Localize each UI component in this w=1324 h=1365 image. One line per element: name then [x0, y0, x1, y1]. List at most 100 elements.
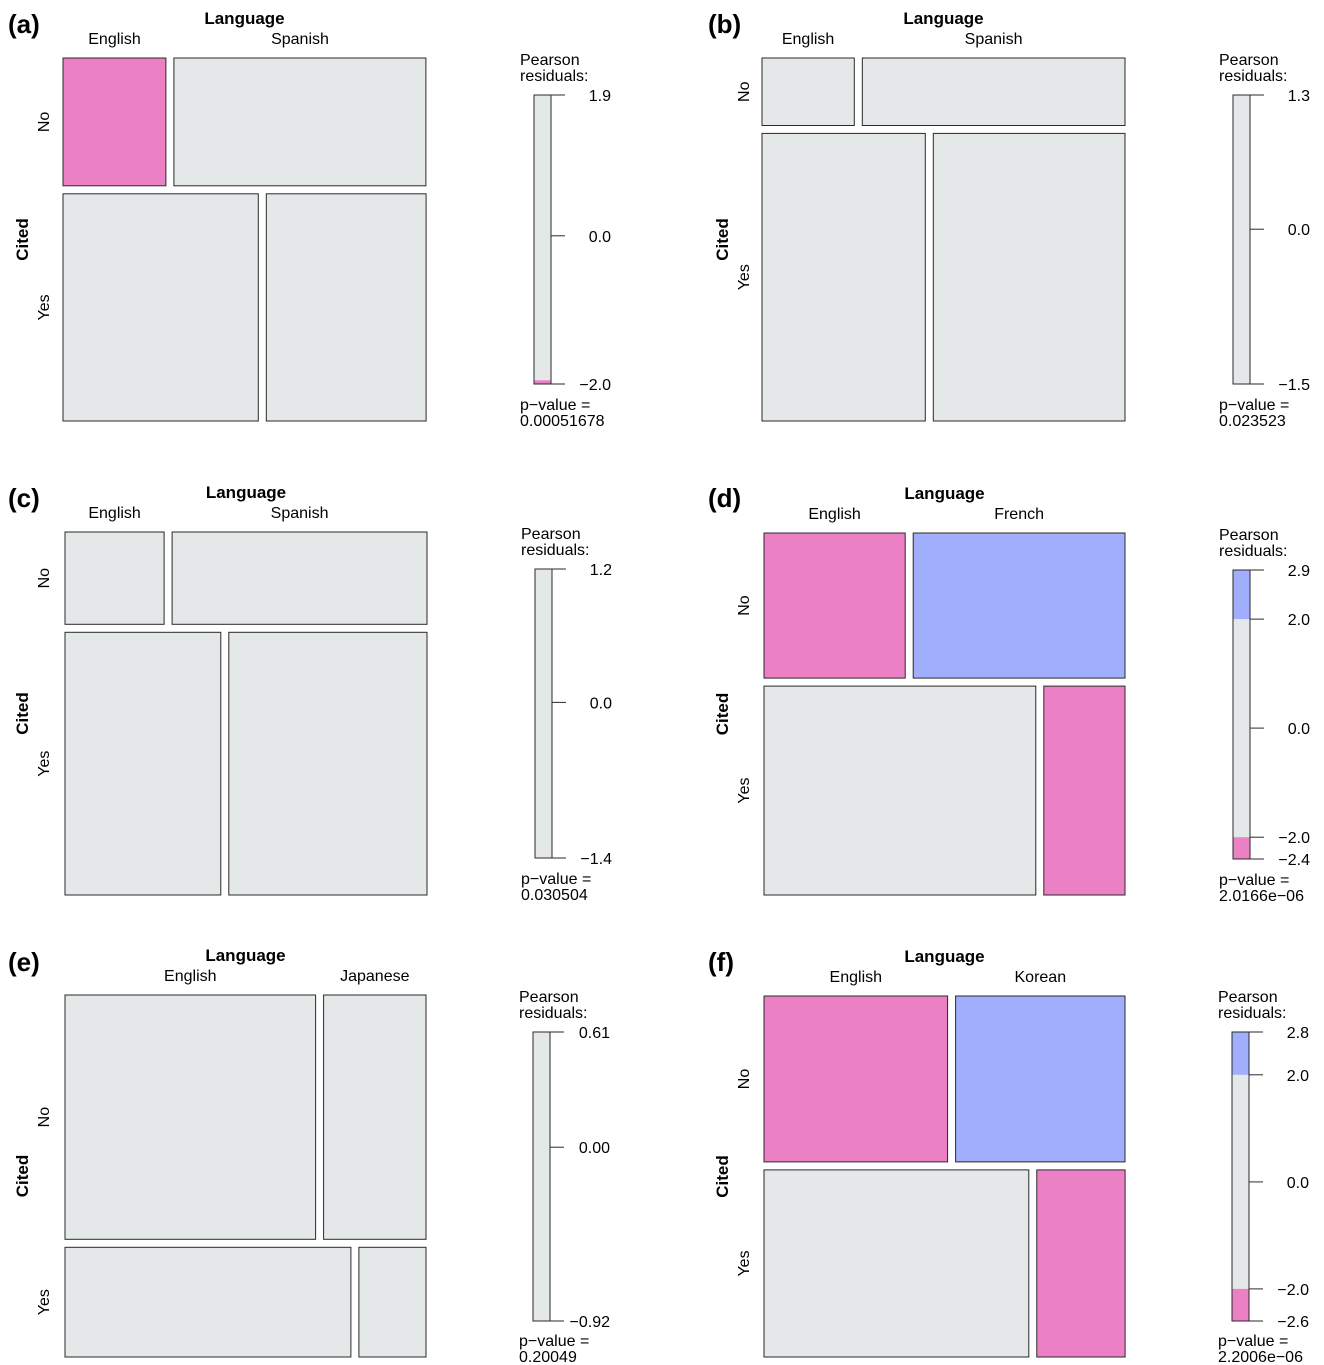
p-value-label: p−value =: [521, 871, 591, 888]
row-level-label: No: [736, 1069, 753, 1090]
x-axis-title: Language: [206, 483, 286, 502]
mosaic-tile: [171, 531, 428, 625]
legend-title: Pearson: [1219, 527, 1279, 544]
y-axis-title: Cited: [713, 693, 732, 736]
column-level-label: English: [164, 968, 216, 985]
mosaic-tile: [64, 994, 317, 1240]
column-level-label: English: [808, 506, 860, 523]
column-level-label: English: [88, 31, 140, 48]
mosaic-tile: [62, 57, 167, 187]
legend-title: residuals:: [519, 1005, 587, 1022]
column-level-label: Korean: [1015, 969, 1067, 986]
legend-title: residuals:: [521, 542, 589, 559]
mosaic-tile: [1043, 685, 1126, 896]
p-value-label: p−value =: [519, 1333, 589, 1350]
legend-tick-label: −2.0: [1278, 830, 1310, 847]
column-level-label: French: [994, 506, 1044, 523]
legend-title: Pearson: [1219, 52, 1279, 69]
p-value-label: p−value =: [520, 397, 590, 414]
y-axis-title: Cited: [713, 1155, 732, 1198]
panel-label: (c): [8, 483, 40, 513]
panel-label: (e): [8, 947, 40, 977]
legend-band: [1233, 570, 1250, 620]
mosaic-tile: [761, 57, 855, 126]
mosaic-tile: [763, 685, 1037, 896]
legend-tick-label: 0.0: [1288, 222, 1310, 239]
legend-title: Pearson: [1218, 989, 1278, 1006]
y-axis-title: Cited: [13, 692, 32, 735]
legend-tick-label: 1.2: [590, 562, 612, 579]
legend-bar: [1232, 1032, 1249, 1321]
legend-title: Pearson: [521, 526, 581, 543]
legend-bar: [1233, 95, 1250, 384]
column-level-label: Spanish: [271, 31, 329, 48]
legend-bar: [534, 95, 551, 384]
mosaic-tile: [265, 193, 427, 422]
legend-title: Pearson: [520, 52, 580, 69]
column-level-label: English: [830, 969, 882, 986]
x-axis-title: Language: [904, 947, 984, 966]
legend-title: Pearson: [519, 989, 579, 1006]
mosaic-tile: [323, 994, 427, 1240]
legend-tick-label: 0.0: [590, 695, 612, 712]
column-level-label: English: [88, 505, 140, 522]
p-value: 2.2006e−06: [1218, 1349, 1303, 1365]
p-value: 0.20049: [519, 1349, 577, 1365]
legend-tick-label: 0.00: [579, 1140, 610, 1157]
p-value: 0.00051678: [520, 413, 605, 430]
panel-label: (d): [708, 483, 741, 513]
legend-tick-label: 0.0: [1288, 721, 1310, 738]
row-level-label: Yes: [36, 1289, 53, 1315]
mosaic-tile: [358, 1246, 427, 1358]
legend-title: residuals:: [1219, 68, 1287, 85]
y-axis-title: Cited: [13, 218, 32, 261]
mosaic-tile: [932, 132, 1126, 422]
legend-frame: [533, 94, 552, 385]
panel-label: (b): [708, 9, 741, 39]
legend-title: residuals:: [1219, 543, 1287, 560]
mosaic-panel-6: (f) Language Cited No Yes English Korean Pearso…: [708, 947, 1309, 1365]
legend-title: residuals:: [520, 68, 588, 85]
legend-frame: [1232, 569, 1251, 860]
mosaic-panel-3: (c) Language Cited No Yes English Spanish Pears…: [8, 483, 612, 904]
mosaic-tile: [64, 531, 165, 625]
legend-bar: [535, 569, 552, 858]
mosaic-tile: [912, 532, 1126, 679]
mosaic-tile: [763, 532, 906, 679]
legend-tick-label: −1.5: [1278, 377, 1310, 394]
legend-tick-label: −2.6: [1277, 1314, 1309, 1331]
row-level-label: No: [736, 81, 753, 102]
p-value: 0.023523: [1219, 413, 1286, 430]
legend-tick-label: 2.0: [1287, 1068, 1309, 1085]
row-level-label: No: [36, 568, 53, 589]
legend-tick-label: 1.3: [1288, 88, 1310, 105]
legend-tick-label: 1.9: [589, 88, 611, 105]
row-level-label: No: [36, 1107, 53, 1128]
y-axis-title: Cited: [713, 218, 732, 261]
p-value-label: p−value =: [1218, 1333, 1288, 1350]
legend-frame: [1232, 94, 1251, 385]
column-level-label: Japanese: [340, 968, 409, 985]
x-axis-title: Language: [204, 9, 284, 28]
panel-label: (a): [8, 9, 40, 39]
row-level-label: Yes: [736, 778, 753, 804]
legend-band: [534, 380, 551, 384]
mosaic-tile: [62, 193, 259, 422]
row-level-label: No: [736, 595, 753, 616]
column-level-label: English: [782, 31, 834, 48]
x-axis-title: Language: [205, 946, 285, 965]
column-level-label: Spanish: [271, 505, 329, 522]
legend-band: [1233, 837, 1250, 859]
legend-tick-label: −2.0: [1277, 1282, 1309, 1299]
legend-tick-label: 0.0: [589, 229, 611, 246]
mosaic-panel-2: (b) Language Cited No Yes English Spanish Pears…: [708, 9, 1310, 430]
legend-band: [1232, 1288, 1249, 1321]
legend-tick-label: 2.9: [1288, 563, 1310, 580]
legend-bar: [533, 1032, 550, 1321]
mosaic-tile: [173, 57, 427, 187]
panel-label: (f): [708, 947, 734, 977]
row-level-label: Yes: [736, 264, 753, 290]
column-level-label: Spanish: [965, 31, 1023, 48]
mosaic-panel-4: (d) Language Cited No Yes English French Pearso…: [708, 483, 1310, 905]
legend-tick-label: −1.4: [580, 851, 612, 868]
